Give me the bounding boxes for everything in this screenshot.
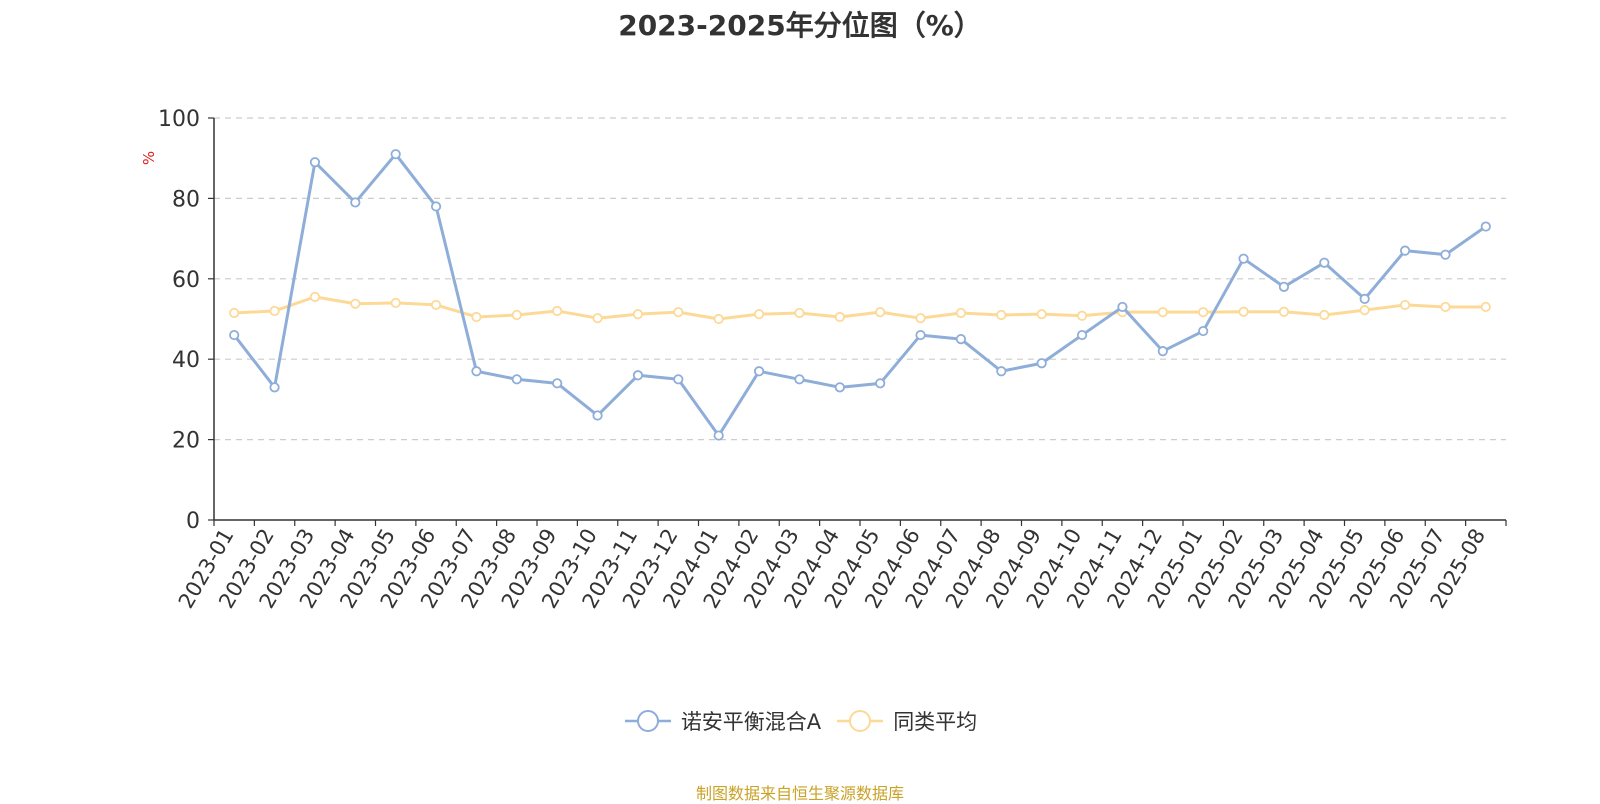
data-point-average xyxy=(1157,307,1168,318)
data-point-average xyxy=(511,309,522,321)
data-point-fund xyxy=(673,374,684,385)
data-point-fund xyxy=(1238,253,1249,264)
data-point-fund xyxy=(1117,301,1128,313)
data-point-average xyxy=(471,311,482,323)
data-point-fund xyxy=(1399,245,1411,256)
data-point-fund xyxy=(1359,293,1370,304)
series-line-average xyxy=(234,295,1486,321)
data-point-fund xyxy=(915,329,926,341)
data-point-fund xyxy=(875,378,886,389)
data-point-fund xyxy=(753,366,765,377)
data-point-average xyxy=(1319,309,1330,321)
data-point-average xyxy=(269,305,280,317)
y-tick-label: 0 xyxy=(186,509,200,534)
y-axis-unit-label: % xyxy=(140,151,158,165)
data-point-fund xyxy=(1198,325,1209,337)
data-point-fund xyxy=(955,333,967,345)
grid-lines xyxy=(214,117,1506,441)
data-point-average xyxy=(1198,307,1209,318)
series-lines xyxy=(229,149,1491,441)
data-point-average xyxy=(1278,306,1290,317)
y-tick-label: 100 xyxy=(158,107,200,132)
legend: 诺安平衡混合A 同类平均 xyxy=(0,706,1600,736)
data-point-average xyxy=(1480,301,1491,313)
data-point-average xyxy=(1359,305,1370,316)
legend-circle xyxy=(636,710,659,732)
data-point-fund xyxy=(996,366,1007,377)
data-point-fund xyxy=(471,366,482,377)
series-line-fund xyxy=(233,152,1487,438)
data-point-fund xyxy=(834,382,845,393)
legend-label: 诺安平衡混合A xyxy=(680,710,822,734)
data-point-average xyxy=(713,313,724,325)
legend-label: 同类平均 xyxy=(893,710,978,734)
data-point-average xyxy=(1036,309,1047,320)
data-point-average xyxy=(390,297,401,309)
data-point-average xyxy=(350,298,361,309)
data-point-fund xyxy=(1278,281,1290,292)
data-point-fund xyxy=(592,410,603,421)
chart-title: 2023-2025年分位图（%） xyxy=(618,9,982,42)
data-point-average xyxy=(753,309,765,320)
data-point-average xyxy=(592,313,603,324)
data-point-average xyxy=(955,307,967,319)
data-point-average xyxy=(309,291,321,302)
data-point-fund xyxy=(309,157,321,168)
legend-item-fund[interactable]: 诺安平衡混合A xyxy=(623,706,821,736)
data-point-average xyxy=(552,305,563,317)
data-point-average xyxy=(229,307,240,319)
data-point-fund xyxy=(269,382,280,393)
data-point-average xyxy=(794,307,805,319)
data-point-average xyxy=(1076,310,1088,321)
y-tick-label: 40 xyxy=(172,348,200,373)
data-point-fund xyxy=(350,197,361,208)
data-point-average xyxy=(1399,299,1411,311)
data-point-fund xyxy=(390,149,401,160)
legend-marker-icon xyxy=(837,710,884,732)
data-point-fund xyxy=(1076,329,1088,341)
data-point-fund xyxy=(511,374,522,385)
data-point-fund xyxy=(632,370,644,381)
data-point-fund xyxy=(1319,257,1330,268)
legend-circle xyxy=(849,710,872,732)
data-point-fund xyxy=(1440,249,1451,260)
axes xyxy=(208,117,1507,526)
y-tick-label: 80 xyxy=(172,187,200,212)
data-point-average xyxy=(673,307,684,318)
data-point-average xyxy=(1238,306,1249,317)
legend-marker-icon xyxy=(624,710,671,732)
data-point-fund xyxy=(229,329,240,341)
data-point-fund xyxy=(794,374,805,385)
data-point-average xyxy=(915,313,926,324)
data-point-average xyxy=(1440,301,1451,313)
y-tick-label: 20 xyxy=(172,429,200,454)
data-point-average xyxy=(834,311,845,323)
data-point-fund xyxy=(430,201,442,212)
data-point-average xyxy=(430,299,442,311)
y-tick-label: 60 xyxy=(172,268,200,293)
data-point-average xyxy=(632,309,644,320)
data-point-average xyxy=(875,307,886,318)
data-point-fund xyxy=(713,430,724,441)
data-point-average xyxy=(996,309,1007,321)
data-source-note: 制图数据来自恒生聚源数据库 xyxy=(695,784,904,803)
data-point-fund xyxy=(552,378,563,389)
data-point-fund xyxy=(1036,358,1047,369)
data-point-fund xyxy=(1157,346,1168,357)
data-point-fund xyxy=(1480,221,1491,232)
legend-item-average[interactable]: 同类平均 xyxy=(835,706,977,736)
